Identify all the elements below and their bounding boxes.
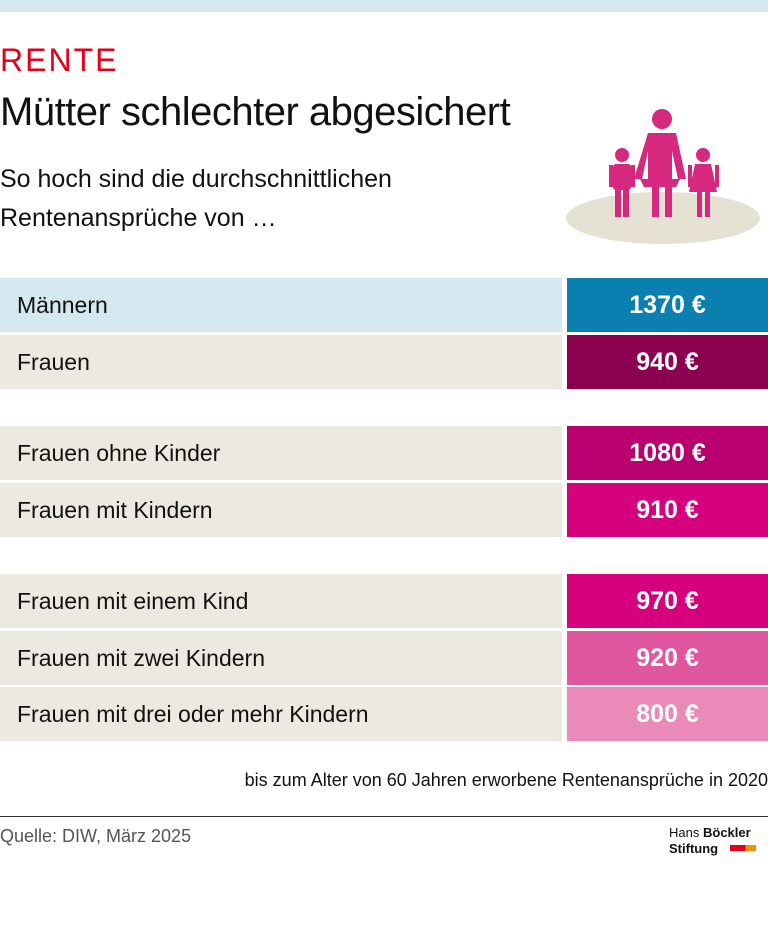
row-label: Frauen bbox=[0, 334, 562, 389]
logo-text: Hans bbox=[669, 825, 700, 840]
row-value: 940 € bbox=[567, 334, 768, 389]
row-label: Frauen mit drei oder mehr Kindern bbox=[0, 687, 562, 741]
table-row: Frauen mit drei oder mehr Kindern 800 € bbox=[0, 687, 768, 741]
logo: Hans Böckler Stiftung bbox=[669, 825, 751, 857]
row-label: Frauen mit Kindern bbox=[0, 482, 562, 537]
row-value: 800 € bbox=[567, 687, 768, 741]
table-row: Männern 1370 € bbox=[0, 278, 768, 332]
row-label: Frauen mit einem Kind bbox=[0, 574, 562, 628]
row-value: 1370 € bbox=[567, 278, 768, 332]
row-label: Frauen ohne Kinder bbox=[0, 426, 562, 480]
row-label: Frauen mit zwei Kindern bbox=[0, 630, 562, 685]
table-row: Frauen 940 € bbox=[0, 334, 768, 389]
table-row: Frauen mit Kindern 910 € bbox=[0, 482, 768, 537]
divider bbox=[0, 816, 768, 817]
logo-text: Böckler bbox=[702, 825, 751, 840]
table-row: Frauen ohne Kinder 1080 € bbox=[0, 426, 768, 480]
title: Mütter schlechter abgesichert bbox=[0, 90, 511, 134]
row-value: 970 € bbox=[567, 574, 768, 628]
table-row: Frauen mit einem Kind 970 € bbox=[0, 574, 768, 628]
footnote: bis zum Alter von 60 Jahren erworbene Re… bbox=[244, 770, 768, 790]
table-row: Frauen mit zwei Kindern 920 € bbox=[0, 630, 768, 685]
logo-bar bbox=[730, 845, 756, 851]
source: Quelle: DIW, März 2025 bbox=[0, 826, 192, 846]
row-value: 910 € bbox=[567, 482, 768, 537]
row-label: Männern bbox=[0, 278, 562, 332]
family-icon bbox=[566, 109, 760, 244]
kicker: RENTE bbox=[0, 42, 119, 78]
top-band bbox=[0, 0, 768, 12]
subtitle: So hoch sind die durchschnittlichen Rent… bbox=[0, 165, 392, 232]
row-value: 1080 € bbox=[567, 426, 768, 480]
row-value: 920 € bbox=[567, 630, 768, 685]
logo-text: Stiftung bbox=[669, 841, 719, 856]
